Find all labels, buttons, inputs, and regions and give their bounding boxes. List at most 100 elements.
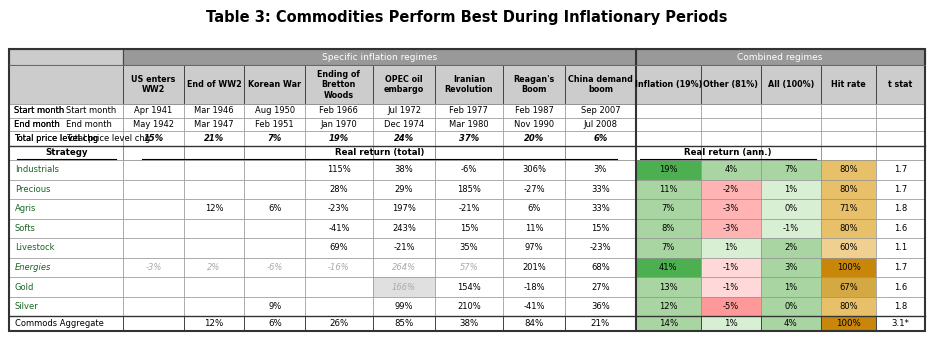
Text: Softs: Softs [15,224,35,233]
Bar [305,258,373,277]
Bar [435,219,502,238]
Bar [761,238,821,258]
Bar [305,199,373,219]
Bar [876,160,925,180]
Text: 115%: 115% [327,165,351,174]
Text: Gold: Gold [15,283,35,292]
Bar [636,131,701,146]
Text: -16%: -16% [328,263,349,272]
Bar [761,258,821,277]
Text: 0%: 0% [785,302,798,311]
Bar [184,118,245,131]
Bar [761,199,821,219]
Bar [373,180,435,199]
Bar [184,131,245,146]
Bar [636,258,701,277]
Bar [502,199,565,219]
Bar [565,160,636,180]
Bar [123,297,184,316]
Text: -3%: -3% [723,224,739,233]
Text: 1%: 1% [724,319,738,328]
Bar [821,65,876,104]
Bar [761,160,821,180]
Text: 71%: 71% [840,204,857,213]
Text: Start month: Start month [14,106,64,115]
Bar [502,219,565,238]
Bar [373,219,435,238]
Text: Precious: Precious [15,185,50,194]
Text: OPEC oil
embargo: OPEC oil embargo [384,75,424,94]
Bar [502,297,565,316]
Bar [761,316,821,331]
Bar [701,238,761,258]
Bar [701,258,761,277]
Text: Aug 1950: Aug 1950 [255,106,295,115]
Bar [701,297,761,316]
Bar [9,49,123,65]
Bar [184,199,245,219]
Bar [373,131,435,146]
Bar [565,316,636,331]
Bar [9,146,123,160]
Bar [636,160,701,180]
Text: 3.1*: 3.1* [892,319,910,328]
Text: 68%: 68% [591,263,610,272]
Bar [636,118,701,131]
Text: 1.6: 1.6 [894,224,907,233]
Bar [9,277,123,297]
Bar [701,104,761,118]
Bar [435,146,502,160]
Text: 33%: 33% [591,204,610,213]
Bar [701,146,761,160]
Text: 19%: 19% [329,134,349,143]
Bar [636,238,701,258]
Bar [305,146,373,160]
Text: 4%: 4% [725,165,738,174]
Bar [821,277,876,297]
Text: US enters
WW2: US enters WW2 [131,75,176,94]
Text: Ending of
Bretton
Woods: Ending of Bretton Woods [318,70,361,100]
Text: 99%: 99% [395,302,413,311]
Text: 21%: 21% [591,319,610,328]
Text: 1.7: 1.7 [894,165,907,174]
Bar [876,65,925,104]
Bar [305,65,373,104]
Bar [9,160,123,180]
Text: 80%: 80% [840,302,857,311]
Bar [184,104,245,118]
Bar [876,199,925,219]
Text: End of WW2: End of WW2 [187,80,242,89]
Bar [123,131,184,146]
Bar [502,258,565,277]
Bar [305,238,373,258]
Text: Reagan's
Boom: Reagan's Boom [514,75,555,94]
Bar [373,118,435,131]
Bar [701,277,761,297]
Bar [636,199,701,219]
Text: Energies: Energies [15,263,51,272]
Text: Industrials: Industrials [15,165,59,174]
Bar [876,258,925,277]
Bar [373,238,435,258]
Bar [435,277,502,297]
Text: Sep 2007: Sep 2007 [581,106,620,115]
Bar [245,316,305,331]
Text: 7%: 7% [661,243,675,252]
Bar [245,199,305,219]
Text: 197%: 197% [392,204,416,213]
Bar [502,180,565,199]
Bar [701,160,761,180]
Bar [373,277,435,297]
Bar [9,118,123,131]
Text: Commods Aggregate: Commods Aggregate [15,319,104,328]
Bar [502,316,565,331]
Bar [123,219,184,238]
Bar [9,180,123,199]
Text: -21%: -21% [393,243,415,252]
Bar [123,160,184,180]
Bar [435,258,502,277]
Text: Apr 1941: Apr 1941 [134,106,173,115]
Text: Nov 1990: Nov 1990 [514,120,554,129]
Text: Feb 1951: Feb 1951 [256,120,294,129]
Text: 19%: 19% [659,165,678,174]
